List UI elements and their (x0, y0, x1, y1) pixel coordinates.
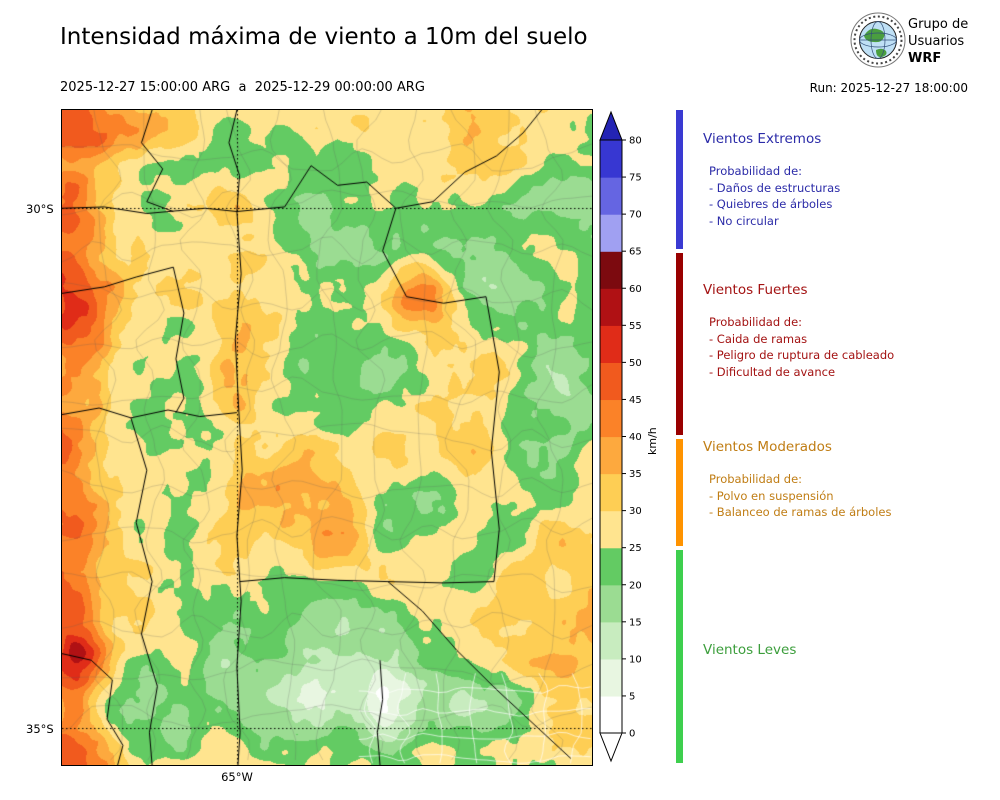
colorbar-band (600, 251, 622, 289)
colorbar-tick-label: 20 (629, 580, 642, 591)
colorbar-tick-label: 0 (629, 729, 635, 740)
colorbar-tick-label: 45 (629, 395, 642, 406)
legend-vientos-fuertes: Vientos Fuertes Probabilidad de: - Caida… (703, 282, 988, 380)
legend-title-fuertes: Vientos Fuertes (703, 282, 808, 298)
legend-line: - Peligro de ruptura de cableado (709, 348, 895, 362)
colorbar-tick-label: 80 (629, 136, 642, 147)
colorbar-band (600, 140, 622, 178)
colorbar-unit-label: km/h (646, 427, 659, 455)
legend-vientos-extremos: Vientos Extremos Probabilidad de: - Daño… (703, 131, 988, 229)
valid-period-label: 2025-12-27 15:00:00 ARG a 2025-12-29 00:… (60, 80, 425, 95)
logo-line-1: Grupo de (908, 17, 969, 32)
colorbar-band (600, 621, 622, 660)
colorbar-tick-label: 40 (629, 432, 642, 443)
legend-line: - Balanceo de ramas de árboles (709, 505, 892, 519)
lon-tick-65w: 65°W (221, 770, 253, 784)
lat-tick-30s: 30°S (26, 202, 54, 216)
logo-line-2: Usuarios (908, 34, 965, 49)
colorbar-tick-label: 35 (629, 469, 642, 480)
colorbar-band (600, 362, 622, 401)
logo-text: Grupo de Usuarios WRF (908, 16, 968, 67)
category-band-0 (676, 110, 683, 250)
legend-title-leves: Vientos Leves (703, 642, 797, 658)
legend-line: Probabilidad de: (709, 315, 803, 329)
colorbar-band (600, 325, 622, 363)
logo-line-3: WRF (908, 51, 942, 66)
colorbar-band (600, 177, 622, 215)
colorbar-band (600, 473, 622, 512)
colorbar-band (600, 214, 622, 252)
lat-tick-35s: 35°S (26, 722, 54, 736)
legend-line: - Polvo en suspensión (709, 488, 834, 503)
wind-map-canvas (62, 110, 592, 765)
model-run-label: Run: 2025-12-27 18:00:00 (809, 81, 968, 95)
colorbar-tick-label: 75 (629, 173, 642, 184)
colorbar-band (600, 658, 622, 697)
category-band-1 (676, 253, 683, 435)
legend-line: - Dificultad de avance (709, 364, 836, 379)
legend-vientos-moderados: Vientos Moderados Probabilidad de: - Pol… (703, 439, 988, 521)
legend-title-extremos: Vientos Extremos (703, 131, 822, 147)
colorbar-over-arrow (599, 110, 623, 141)
legend-vientos-leves: Vientos Leves (703, 642, 988, 674)
legend-title-moderados: Vientos Moderados (703, 439, 832, 455)
wind-map-frame (61, 109, 593, 766)
colorbar-tick-label: 15 (629, 617, 642, 628)
colorbar-band (600, 399, 622, 438)
colorbar-tick-label: 65 (629, 247, 642, 258)
colorbar-tick-label: 50 (629, 358, 642, 369)
legend-line: - Quiebres de árboles (709, 197, 833, 211)
legend-line: Probabilidad de: (709, 472, 803, 486)
colorbar: 0 5 10 15 20 25 30 35 40 45 50 55 60 65 70 75 80 (598, 105, 668, 773)
colorbar-band (600, 695, 622, 734)
legend-line: - No circular (709, 213, 779, 228)
globe-icon (850, 12, 906, 72)
colorbar-tick-label: 55 (629, 321, 642, 332)
colorbar-tick-label: 25 (629, 543, 642, 554)
legend-line: Probabilidad de: (709, 164, 803, 178)
colorbar-band (600, 584, 622, 623)
colorbar-band (600, 510, 622, 549)
colorbar-tick-label: 70 (629, 210, 642, 221)
colorbar-tick-label: 10 (629, 654, 642, 665)
colorbar-tick-label: 5 (629, 691, 635, 702)
legend-line: - Daños de estructuras (709, 180, 841, 195)
colorbar-tick-label: 60 (629, 284, 642, 295)
colorbar-band (600, 547, 622, 586)
category-band-2 (676, 438, 683, 546)
colorbar-tick-label: 30 (629, 506, 642, 517)
legend-line: - Caida de ramas (709, 331, 808, 346)
colorbar-band (600, 436, 622, 475)
category-band-3 (676, 549, 683, 763)
colorbar-under-arrow (599, 732, 623, 763)
page-title: Intensidad máxima de viento a 10m del su… (60, 24, 588, 50)
colorbar-band (600, 288, 622, 326)
